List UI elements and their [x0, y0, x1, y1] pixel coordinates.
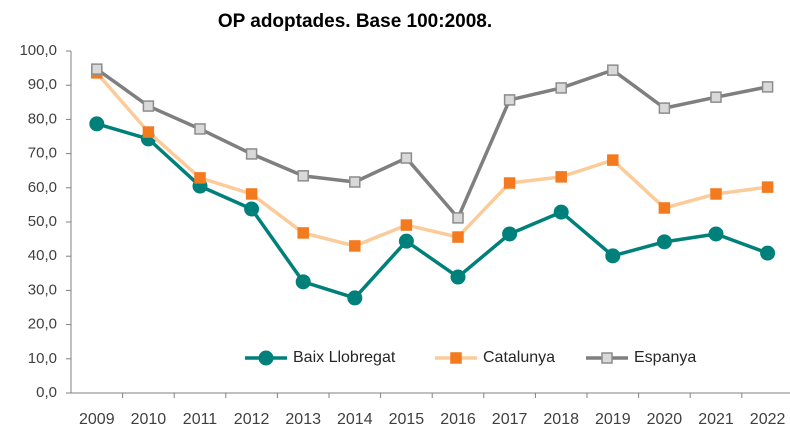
data-point	[555, 82, 567, 94]
y-tick-label: 10,0	[28, 350, 57, 367]
y-tick-label: 100,0	[19, 42, 57, 59]
x-tick-label: 2014	[337, 411, 373, 428]
x-tick-label: 2009	[79, 411, 115, 428]
legend-label: Catalunya	[483, 349, 555, 366]
y-tick-label: 60,0	[28, 179, 57, 196]
chart-title: OP adoptades. Base 100:2008.	[218, 11, 492, 32]
data-point	[349, 240, 361, 252]
data-point	[658, 202, 671, 214]
data-point	[400, 219, 413, 231]
data-point	[761, 81, 774, 93]
data-point	[244, 201, 260, 217]
x-tick-label: 2022	[750, 411, 786, 428]
x-tick-label: 2018	[543, 411, 579, 428]
data-point	[194, 123, 206, 135]
x-tick-label: 2011	[183, 411, 218, 428]
data-point	[297, 227, 309, 239]
y-tick-label: 90,0	[28, 76, 57, 93]
data-point	[710, 91, 722, 103]
data-point	[297, 170, 309, 182]
data-point	[503, 94, 516, 106]
x-tick-label: 2010	[131, 411, 167, 428]
data-point	[760, 245, 776, 261]
data-point	[450, 269, 466, 285]
legend-label: Espanya	[634, 349, 696, 366]
y-tick-label: 50,0	[28, 213, 57, 230]
y-tick-label: 20,0	[28, 316, 57, 333]
data-point	[295, 274, 311, 290]
legend-marker	[450, 352, 462, 364]
x-tick-label: 2013	[285, 411, 321, 428]
data-point	[555, 171, 567, 183]
x-tick-label: 2012	[234, 411, 270, 428]
y-tick-label: 30,0	[28, 281, 57, 298]
data-point	[503, 177, 516, 189]
data-point	[658, 102, 671, 114]
data-point	[452, 212, 464, 224]
data-point	[656, 234, 672, 250]
data-point	[142, 100, 155, 112]
data-point	[89, 116, 105, 132]
data-point	[607, 64, 619, 76]
data-point	[194, 172, 206, 184]
data-point	[708, 226, 724, 242]
data-point	[607, 154, 619, 166]
data-point	[553, 204, 569, 220]
data-point	[91, 63, 103, 75]
data-point	[347, 290, 363, 306]
x-tick-label: 2021	[698, 411, 734, 428]
legend-label: Baix Llobregat	[293, 349, 396, 366]
y-tick-label: 70,0	[28, 145, 57, 162]
series-line	[96, 122, 769, 300]
data-point	[245, 188, 258, 200]
data-point	[502, 226, 518, 242]
data-point	[398, 233, 414, 249]
data-point	[349, 176, 361, 188]
x-tick-label: 2016	[440, 411, 476, 428]
series-line	[95, 71, 768, 248]
series-line	[95, 67, 768, 220]
data-point	[710, 188, 722, 200]
data-point	[142, 126, 155, 138]
x-tick-label: 2015	[389, 411, 425, 428]
legend-marker	[601, 352, 613, 364]
x-tick-label: 2020	[647, 411, 683, 428]
data-point	[452, 231, 464, 243]
data-point	[605, 248, 621, 264]
x-tick-label: 2017	[492, 411, 528, 428]
y-tick-label: 40,0	[28, 247, 57, 264]
x-tick-label: 2019	[595, 411, 631, 428]
y-tick-label: 80,0	[28, 110, 57, 127]
y-tick-label: 0,0	[36, 384, 57, 401]
data-point	[761, 181, 774, 193]
data-point	[245, 148, 258, 160]
legend-marker	[258, 350, 274, 366]
data-point	[400, 152, 413, 164]
